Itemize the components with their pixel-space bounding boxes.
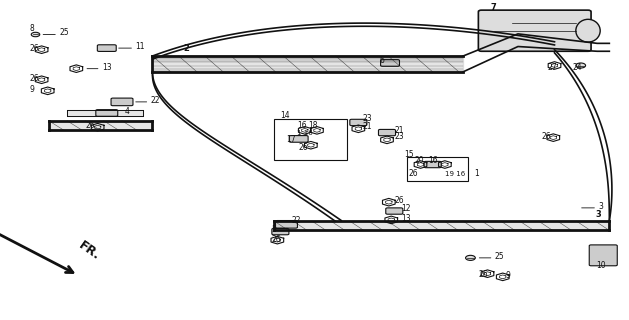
- FancyBboxPatch shape: [381, 60, 399, 66]
- Text: 22: 22: [291, 216, 301, 225]
- Text: 12: 12: [401, 204, 411, 213]
- Text: 26: 26: [541, 132, 551, 140]
- Text: 13: 13: [103, 63, 112, 72]
- FancyBboxPatch shape: [276, 220, 298, 228]
- Text: 23: 23: [363, 114, 372, 123]
- Text: 23: 23: [394, 132, 404, 141]
- FancyBboxPatch shape: [272, 228, 289, 235]
- Text: 26: 26: [86, 121, 95, 130]
- Text: 27: 27: [547, 63, 557, 72]
- Text: 3: 3: [596, 210, 602, 220]
- Text: 21: 21: [394, 125, 404, 135]
- Text: 9: 9: [506, 271, 511, 280]
- Text: 8: 8: [30, 24, 34, 33]
- Text: 26: 26: [479, 270, 488, 279]
- FancyBboxPatch shape: [111, 98, 133, 106]
- Text: 5: 5: [271, 225, 276, 234]
- Circle shape: [576, 63, 586, 68]
- Text: 19 16: 19 16: [445, 171, 465, 177]
- Text: 9: 9: [30, 85, 35, 94]
- Text: 26: 26: [394, 196, 404, 205]
- FancyBboxPatch shape: [379, 129, 396, 136]
- FancyBboxPatch shape: [289, 136, 308, 142]
- FancyBboxPatch shape: [424, 161, 441, 168]
- Text: 10: 10: [596, 261, 606, 270]
- FancyBboxPatch shape: [479, 10, 591, 51]
- Text: 26: 26: [408, 169, 418, 178]
- Text: 17: 17: [286, 135, 296, 144]
- Text: 1 16: 1 16: [298, 130, 313, 136]
- Text: 18: 18: [308, 122, 317, 131]
- Text: 7: 7: [491, 3, 496, 12]
- FancyBboxPatch shape: [96, 110, 118, 116]
- Text: 25: 25: [495, 252, 504, 261]
- Text: 20: 20: [415, 156, 424, 164]
- Text: 24: 24: [573, 63, 582, 72]
- Text: 16: 16: [298, 122, 307, 131]
- Text: 25: 25: [60, 28, 69, 37]
- Text: 22: 22: [150, 96, 160, 105]
- Text: 1: 1: [474, 169, 479, 178]
- Ellipse shape: [576, 19, 600, 42]
- Text: 26: 26: [271, 235, 281, 244]
- Text: 26: 26: [30, 74, 39, 83]
- Text: 26: 26: [299, 143, 308, 152]
- Circle shape: [465, 255, 476, 260]
- Text: 16: 16: [428, 156, 437, 164]
- FancyBboxPatch shape: [97, 45, 116, 52]
- Text: 4: 4: [125, 107, 130, 116]
- Text: 14: 14: [281, 111, 290, 120]
- FancyBboxPatch shape: [350, 119, 367, 126]
- Text: 26: 26: [30, 44, 39, 52]
- Circle shape: [31, 32, 40, 37]
- Text: 2: 2: [183, 44, 189, 53]
- FancyBboxPatch shape: [386, 208, 403, 214]
- Text: 6: 6: [379, 56, 384, 65]
- Text: 11: 11: [135, 42, 145, 51]
- FancyBboxPatch shape: [589, 245, 617, 266]
- Text: FR.: FR.: [76, 239, 103, 263]
- Text: 13: 13: [401, 214, 411, 223]
- Text: 3: 3: [598, 202, 603, 211]
- Text: 21: 21: [363, 123, 372, 132]
- Text: 15: 15: [404, 150, 414, 159]
